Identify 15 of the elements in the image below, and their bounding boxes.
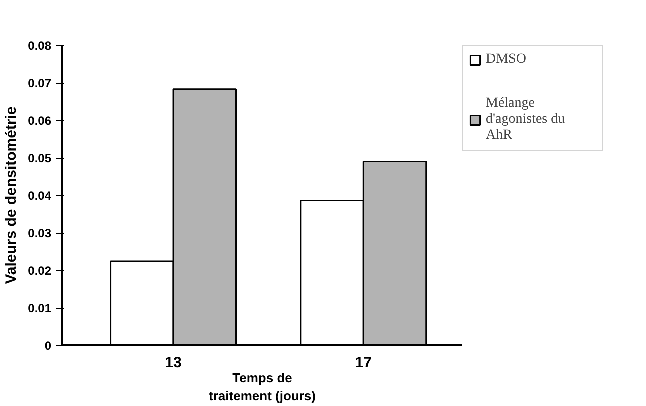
x-axis-title: Temps de traitement (jours) [209,370,316,404]
y-tick-label: 0.05 [28,152,52,166]
y-tick-label: 0.04 [28,189,52,203]
y-tick-label: 0.06 [28,114,52,128]
x-tick-label: 13 [165,354,182,372]
y-tick-label: 0 [44,339,52,353]
y-tick-label: 0.02 [28,264,52,278]
y-tick-label: 0.08 [28,39,52,53]
x-tick-label: 17 [355,354,372,372]
y-tick-label: 0.03 [28,226,52,240]
legend-label: Mélange d'agonistes du AhR [486,96,566,144]
y-tick-label: 0.07 [28,76,52,90]
y-tick-label: 0.01 [28,302,52,316]
legend-label: DMSO [486,52,528,68]
y-axis-title: Valeurs de densitométrie [3,106,20,284]
